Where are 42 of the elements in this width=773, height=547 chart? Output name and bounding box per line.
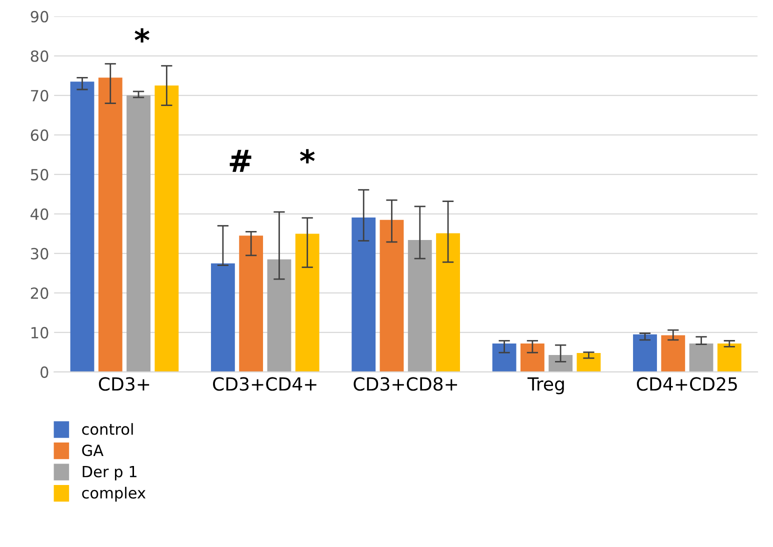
bar [633, 334, 657, 372]
annotation: # [230, 150, 252, 172]
bar [70, 82, 94, 372]
annotation: * [134, 28, 150, 42]
bar [154, 86, 179, 372]
bar [98, 78, 122, 372]
legend-label: GA [82, 444, 104, 456]
y-tick-label: 80 [30, 50, 48, 62]
x-tick-label: CD3+ [98, 377, 150, 391]
bar [210, 263, 235, 372]
bar [689, 344, 714, 372]
legend-label: complex [82, 486, 146, 502]
x-tick-label: CD4+CD25 [636, 377, 737, 391]
y-tick-label: 40 [30, 208, 48, 220]
y-tick-label: 90 [30, 10, 48, 22]
bar [295, 234, 320, 372]
legend-label: control [82, 423, 133, 435]
y-tick-label: 30 [30, 248, 48, 260]
y-tick-label: 20 [30, 287, 48, 299]
bar [267, 259, 292, 372]
bar [717, 344, 742, 372]
y-tick-label: 0 [40, 366, 48, 378]
annotation: * [300, 149, 315, 164]
legend-label: Der p 1 [82, 466, 136, 480]
y-tick-label: 10 [31, 326, 48, 338]
bar [492, 344, 516, 372]
bar [520, 344, 544, 372]
x-tick-label: CD3+CD4+ [213, 377, 316, 391]
y-tick-label: 60 [30, 129, 48, 141]
bar [126, 95, 150, 372]
bar [436, 233, 460, 372]
bar [239, 236, 264, 372]
y-tick-label: 50 [30, 168, 48, 180]
bar [548, 354, 573, 372]
bar [661, 335, 686, 372]
x-tick-label: Treg [527, 377, 564, 394]
bar [380, 220, 404, 372]
bar [352, 217, 376, 372]
y-tick-label: 70 [31, 90, 48, 102]
bar [408, 240, 432, 372]
x-tick-label: CD3+CD8+ [354, 377, 458, 391]
bar [576, 352, 601, 372]
